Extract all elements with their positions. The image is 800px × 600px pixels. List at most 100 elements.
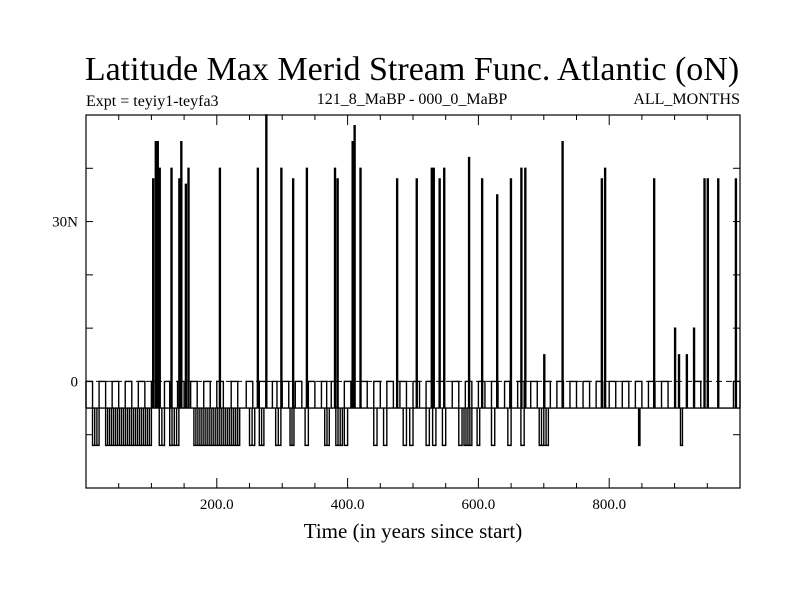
mid-segment <box>503 380 511 409</box>
spike-point <box>520 167 523 409</box>
mid-segment <box>373 380 381 409</box>
spike-point <box>156 140 159 409</box>
spike-point <box>218 167 222 409</box>
low-segment <box>373 408 378 447</box>
spike-point <box>170 167 173 409</box>
mid-segment <box>163 380 171 409</box>
spike-point <box>158 167 161 409</box>
spike-point <box>187 167 190 409</box>
low-segment <box>343 408 349 447</box>
mid-segment <box>124 380 133 409</box>
spike-point <box>353 124 356 409</box>
mid-segment <box>582 380 591 409</box>
x-tick-label: 200.0 <box>200 497 234 513</box>
low-segment <box>476 408 481 447</box>
spike-point <box>430 167 433 409</box>
mid-segment <box>271 380 278 409</box>
low-segment <box>104 408 153 447</box>
spike-point <box>265 114 268 409</box>
mid-segment <box>245 380 254 409</box>
mid-segment <box>203 380 211 409</box>
mid-segment <box>85 380 94 409</box>
low-segment <box>425 408 431 447</box>
spike-point <box>336 178 339 409</box>
spike-point <box>256 167 260 409</box>
spike-point <box>717 178 720 409</box>
spike-point <box>443 167 446 409</box>
mid-segment <box>98 380 107 409</box>
mid-segment <box>608 380 617 409</box>
spike-point <box>600 178 604 409</box>
low-segment <box>507 408 512 447</box>
low-segment <box>458 408 463 447</box>
plot-series <box>85 114 741 447</box>
mid-segment <box>258 380 267 409</box>
spike-point <box>432 167 435 409</box>
mid-segment <box>230 380 239 409</box>
spike-point <box>561 140 564 409</box>
low-segment <box>520 408 525 447</box>
mid-segment <box>399 380 408 409</box>
axes: 200.0 400.0 600.0 800.0 0 30N <box>52 114 741 513</box>
spike-point <box>178 178 181 409</box>
chart-title: Latitude Max Merid Stream Func. Atlantic… <box>85 51 739 88</box>
x-tick-label: 600.0 <box>462 497 496 513</box>
low-segment <box>441 408 447 447</box>
spike-point <box>603 167 607 409</box>
low-segment <box>382 408 388 447</box>
spike-point <box>706 178 709 409</box>
spike-point <box>703 178 706 409</box>
spike-point <box>480 178 484 409</box>
low-segment <box>91 408 100 447</box>
spike-point <box>673 327 677 409</box>
x-tick-label: 800.0 <box>592 497 626 513</box>
spike-point <box>180 140 183 409</box>
mid-segment <box>137 380 146 409</box>
low-segment <box>304 408 310 447</box>
mid-segment <box>621 380 630 409</box>
x-axis-label: Time (in years since start) <box>304 519 523 543</box>
spike-point <box>184 183 188 409</box>
spike-point <box>467 156 471 409</box>
mid-segment <box>530 380 538 409</box>
mid-segment <box>307 380 316 409</box>
spike-point <box>509 178 513 409</box>
mid-segment <box>189 380 198 409</box>
low-segment <box>431 408 437 447</box>
y-tick-label: 0 <box>71 374 79 390</box>
mid-segment <box>386 380 395 409</box>
low-segment <box>679 408 684 447</box>
spike-point <box>280 167 283 409</box>
spike-point <box>351 140 354 409</box>
spike-point <box>291 178 295 409</box>
spike-point <box>692 327 696 409</box>
spike-point <box>543 354 546 409</box>
subtitle-left: Expt = teyiy1-teyfa3 <box>86 93 219 110</box>
spike-point <box>152 178 155 409</box>
spike-point <box>496 194 499 409</box>
low-segment <box>335 408 344 447</box>
spike-point <box>359 167 362 409</box>
x-tick-label: 400.0 <box>331 497 365 513</box>
subtitle-right: ALL_MONTHS <box>633 91 740 108</box>
mid-segment <box>320 380 328 409</box>
mid-segment <box>294 380 303 409</box>
mid-segment <box>343 380 352 409</box>
spike-point <box>734 178 738 409</box>
spike-point <box>415 178 418 409</box>
mid-segment <box>281 380 290 409</box>
low-segment <box>193 408 241 447</box>
mid-segment <box>634 380 643 409</box>
spike-point <box>395 178 399 409</box>
subtitle-center: 121_8_MaBP - 000_0_MaBP <box>317 91 508 108</box>
spike-point <box>524 167 527 409</box>
mid-segment <box>660 380 669 409</box>
mid-segment <box>111 380 120 409</box>
spike-point <box>652 178 656 409</box>
spike-point <box>154 140 158 409</box>
y-tick-label: 30N <box>52 215 78 231</box>
spike-point <box>438 178 441 409</box>
spike-point <box>333 167 337 409</box>
low-segment <box>637 408 641 447</box>
low-segment <box>409 408 414 447</box>
